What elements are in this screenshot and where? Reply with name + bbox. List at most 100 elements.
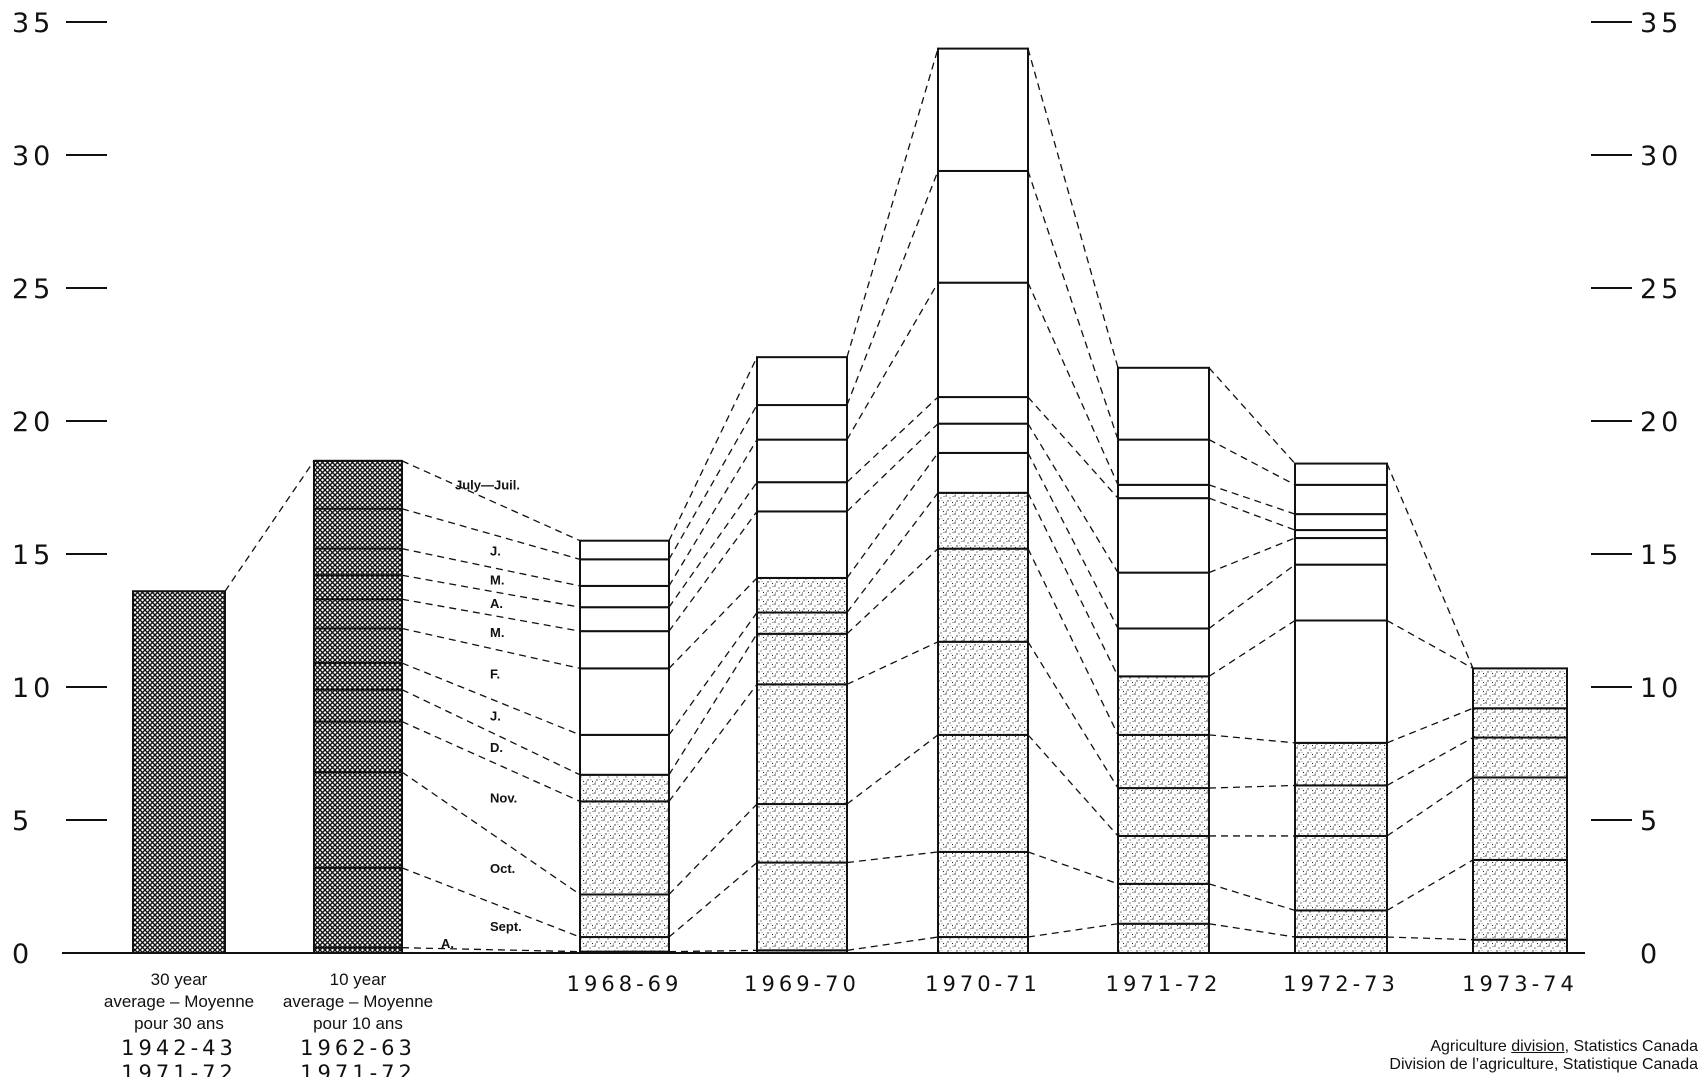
connector-5-2 [1386, 776, 1474, 837]
avg-0-label-line-1: average – Moyenne [104, 992, 254, 1011]
bar-1971-72-segment-9 [1117, 483, 1210, 500]
y-tick-label-left-5: 5 [12, 806, 33, 837]
connector-2-8 [846, 396, 939, 483]
y-tick-label-left-10: 10 [12, 673, 54, 704]
bar-1972-73-segment-9 [1294, 513, 1388, 532]
y-tick-label-right-15: 15 [1640, 540, 1682, 571]
connector-1-4 [668, 633, 758, 776]
bar-1970-71-segment-1 [937, 850, 1029, 939]
bar-1970-71-segment-3 [937, 640, 1029, 736]
bar-1969-70-segment-3 [756, 683, 848, 806]
bar-1970-71-segment-5 [937, 491, 1029, 550]
connector-2-11 [846, 48, 939, 358]
bar-1971-72-segment-0 [1117, 922, 1210, 954]
connector-3-4 [1027, 548, 1119, 736]
bar-1972-73-segment-6 [1294, 563, 1388, 622]
y-tick-label-left-30: 30 [12, 141, 54, 172]
y-tick-label-right-30: 30 [1640, 141, 1682, 172]
connector-2-4 [846, 548, 939, 635]
bar-1968-69-segment-4 [579, 773, 670, 803]
bar-1970-71-segment-8 [937, 396, 1029, 425]
month-label-7: M. [490, 625, 504, 640]
bar-30-year-average [132, 590, 226, 954]
connector-3-2 [1027, 734, 1119, 837]
y-tick-label-right-5: 5 [1640, 806, 1661, 837]
month-label-5: J. [490, 709, 501, 724]
bar-1971-72-segment-3 [1117, 787, 1210, 837]
connector-4-4 [1208, 734, 1296, 744]
bar-1968-69-segment-6 [579, 667, 670, 736]
bar-1968-69-segment-9 [579, 584, 670, 609]
bar-1973-74-segment-0 [1472, 938, 1568, 955]
avg-0-period-line-0: 1942-43 [121, 1036, 237, 1060]
bar-10-year-average [313, 459, 403, 954]
month-label-2: Oct. [490, 861, 515, 876]
connector-4-5 [1208, 619, 1296, 677]
month-label-9: M. [490, 572, 504, 587]
bar-1969-70-segment-1 [756, 861, 848, 952]
x-tick-label-1968-69: 1968-69 [567, 972, 683, 996]
bar-1969-70-segment-2 [756, 803, 848, 864]
connector-2-3 [846, 641, 939, 685]
y-tick-label-left-15: 15 [12, 540, 54, 571]
bar-1968-69-segment-2 [579, 893, 670, 939]
connector-5-4 [1386, 707, 1474, 744]
connector-0-10 [401, 508, 581, 560]
connector-4-9 [1208, 484, 1296, 515]
connector-2-9 [846, 282, 939, 440]
bar-1970-71-segment-0 [937, 936, 1029, 954]
month-label-3: Nov. [490, 790, 517, 805]
x-tick-label-1969-70: 1969-70 [744, 972, 860, 996]
connector-1-10 [668, 404, 758, 560]
y-tick-label-right-0: 0 [1640, 939, 1661, 970]
connector-4-3 [1208, 784, 1296, 789]
y-tick-label-left-20: 20 [12, 407, 54, 438]
bar-1968-69-segment-5 [579, 733, 670, 776]
bar-1970-71-segment-6 [937, 451, 1029, 494]
bar-1968-69-segment-7 [579, 630, 670, 670]
connector-0-0 [401, 947, 581, 953]
month-label-1: Sept. [490, 919, 522, 934]
connector-0-8 [401, 574, 581, 608]
bar-1971-72-segment-7 [1117, 571, 1210, 630]
connector-2-2 [846, 734, 939, 805]
bar-1973-74-segment-5 [1472, 667, 1568, 710]
bar-1969-70-segment-8 [756, 481, 848, 513]
connector-3-11 [1027, 48, 1119, 368]
connector-3-6 [1027, 452, 1119, 629]
connector-1-2 [668, 803, 758, 895]
connector-4-8 [1208, 497, 1296, 531]
bar-1972-73-segment-0 [1294, 936, 1388, 954]
bar-1972-73-segment-2 [1294, 834, 1388, 912]
bar-1969-70-segment-9 [756, 438, 848, 484]
source-note: Agriculture division, Statistics Canada … [1278, 1038, 1698, 1074]
month-label-10: J. [490, 544, 501, 559]
y-tick-label-right-25: 25 [1640, 274, 1682, 305]
connector-4-6 [1208, 564, 1296, 630]
connector-4-0 [1208, 923, 1296, 938]
connector-0-9 [401, 548, 581, 587]
month-label-4: D. [490, 740, 503, 755]
month-label-6: F. [490, 667, 500, 682]
avg-1-period-line-1: 1971-72 [300, 1061, 416, 1077]
connector-0-11 [401, 460, 581, 542]
connector-4-7 [1208, 537, 1296, 574]
month-label-8: A. [490, 596, 503, 611]
bar-1971-72-segment-11 [1117, 366, 1210, 441]
connector-2-5 [846, 492, 939, 613]
bar-1969-70-segment-7 [756, 510, 848, 579]
bar-1972-73-segment-8 [1294, 529, 1388, 540]
x-tick-label-1971-72: 1971-72 [1106, 972, 1222, 996]
connector-2-7 [846, 423, 939, 512]
bar-1969-70-segment-6 [756, 576, 848, 614]
month-label-0: A. [441, 936, 454, 951]
connector-1-7 [668, 511, 758, 632]
bar-1971-72-segment-5 [1117, 675, 1210, 736]
bar-1972-73-segment-1 [1294, 909, 1388, 939]
connector-1-3 [668, 683, 758, 802]
connector-0-3 [401, 720, 581, 802]
bar-1971-72-segment-4 [1117, 733, 1210, 790]
bar-1972-73-segment-5 [1294, 619, 1388, 744]
bar-1972-73-segment-10 [1294, 483, 1388, 516]
